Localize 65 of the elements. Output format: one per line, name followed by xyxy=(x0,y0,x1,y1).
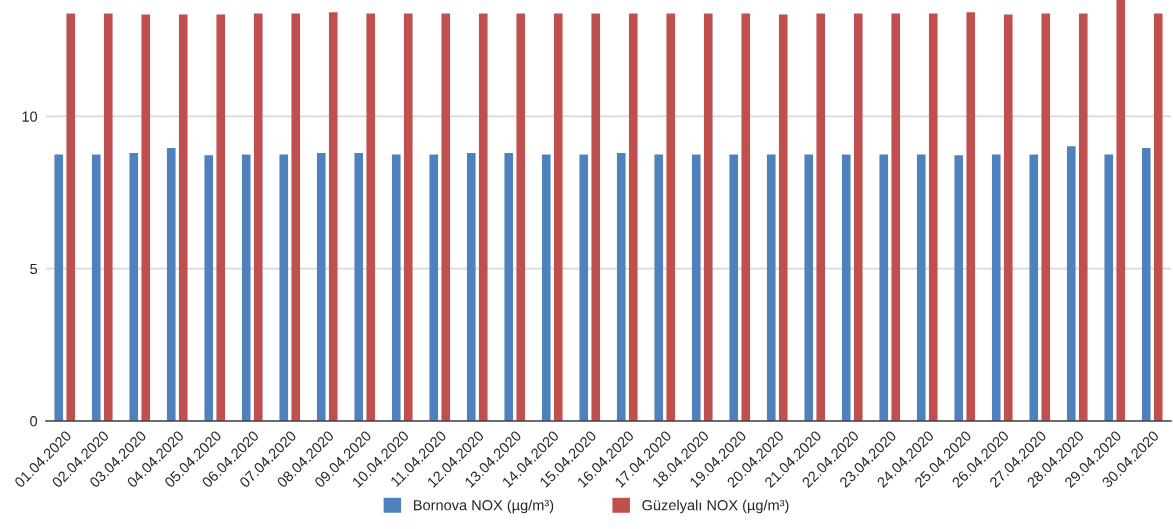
bar xyxy=(928,13,938,421)
bar xyxy=(804,154,814,421)
bar xyxy=(891,13,901,421)
bar xyxy=(816,13,826,421)
bar xyxy=(178,14,188,421)
bar xyxy=(504,152,514,421)
bar xyxy=(553,13,563,421)
bar xyxy=(766,154,776,421)
bar xyxy=(729,154,739,421)
bar xyxy=(366,13,376,421)
bar xyxy=(129,152,139,421)
bar xyxy=(1153,13,1163,421)
bar xyxy=(1029,154,1039,421)
bar xyxy=(741,13,751,421)
bar xyxy=(778,14,788,421)
legend-label: Bornova NOX (µg/m³) xyxy=(413,499,554,514)
bar xyxy=(141,14,151,421)
y-tick-label: 5 xyxy=(30,263,38,275)
bar xyxy=(166,148,176,421)
bar xyxy=(241,154,251,421)
bar xyxy=(966,12,976,421)
legend-label: Güzelyalı NOX (µg/m³) xyxy=(642,499,789,514)
bar xyxy=(1066,146,1076,421)
bar xyxy=(478,13,488,421)
bar xyxy=(841,154,851,421)
bar xyxy=(1116,0,1126,421)
bar xyxy=(66,13,76,421)
bar xyxy=(703,13,713,421)
bar xyxy=(579,154,589,421)
bar xyxy=(1041,13,1051,421)
bar xyxy=(1104,154,1114,421)
bar xyxy=(1003,14,1013,421)
bar xyxy=(879,154,889,421)
bar xyxy=(628,13,638,421)
bar xyxy=(616,152,626,421)
bar xyxy=(403,13,413,421)
bar xyxy=(354,152,364,421)
bar xyxy=(429,154,439,421)
bar xyxy=(654,154,664,421)
bar xyxy=(391,154,401,421)
bar xyxy=(253,13,263,421)
bar xyxy=(1141,148,1151,421)
bar xyxy=(691,154,701,421)
bar xyxy=(54,154,64,421)
bar xyxy=(541,154,551,421)
bar xyxy=(91,154,101,421)
bar xyxy=(1078,13,1088,421)
bar xyxy=(591,13,601,421)
bar xyxy=(279,154,289,421)
y-tick-label: 10 xyxy=(22,111,38,122)
bar xyxy=(853,13,863,421)
bar xyxy=(666,13,676,421)
bar xyxy=(441,13,451,421)
bar xyxy=(466,152,476,421)
bar xyxy=(316,152,326,421)
y-tick-label: 0 xyxy=(30,416,38,427)
bar xyxy=(328,12,338,421)
bar xyxy=(991,154,1001,421)
bar xyxy=(204,155,214,421)
bar xyxy=(216,14,226,421)
bar xyxy=(916,154,926,421)
bar xyxy=(291,13,301,421)
bar xyxy=(516,13,526,421)
bar xyxy=(103,13,113,421)
bar xyxy=(954,155,964,421)
